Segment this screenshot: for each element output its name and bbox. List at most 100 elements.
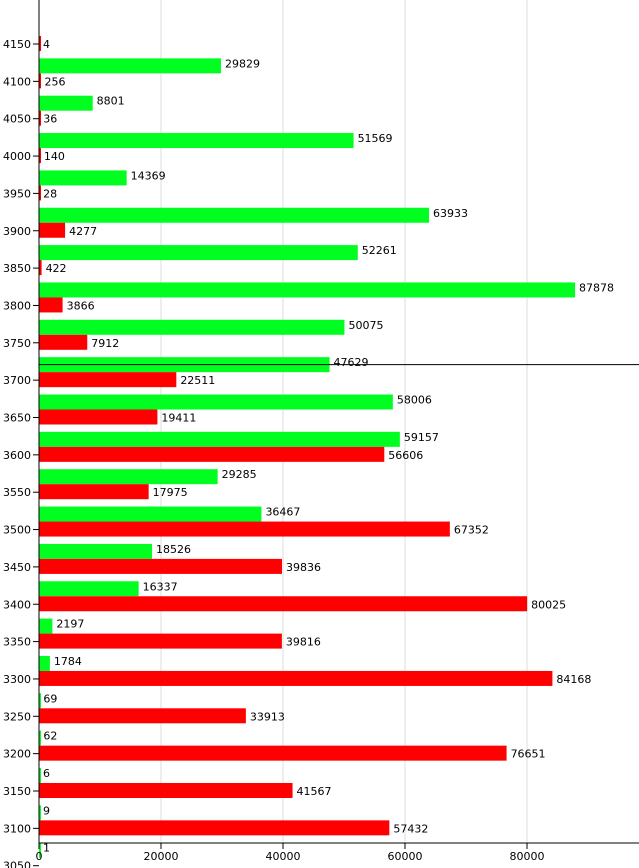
bar-red-3600 [39,446,385,462]
value-label-red-3800: 3866 [67,299,95,312]
y-tick-label-3500: 3500 [3,524,31,537]
bars [39,36,576,858]
bar-red-3750 [39,334,88,350]
y-tick-label-3100: 3100 [3,822,31,835]
bar-red-3300 [39,670,553,686]
value-label-green-3300: 1784 [54,655,82,668]
bar-green-3650 [39,394,393,410]
value-label-red-3300: 84168 [556,673,591,686]
bar-red-3550 [39,484,149,500]
y-tick-label-3300: 3300 [3,673,31,686]
y-tick-label-3650: 3650 [3,412,31,425]
bar-red-3950 [39,185,41,201]
value-label-red-3550: 17975 [153,486,188,499]
bar-red-3700 [39,372,177,388]
bar-green-3400 [39,581,139,597]
bar-green-3200 [39,730,41,746]
bar-green-3250 [39,693,41,709]
value-label-red-3250: 33913 [250,710,285,723]
y-tick-label-4150: 4150 [3,38,31,51]
value-label-green-4100: 29829 [225,57,260,70]
value-label-green-4050: 8801 [97,95,125,108]
y-tick-label-3150: 3150 [3,785,31,798]
value-label-red-3100: 57432 [393,822,428,835]
y-tick-label-4000: 4000 [3,150,31,163]
bar-red-3400 [39,596,528,612]
bar-red-3350 [39,633,282,649]
bar-red-4100 [39,73,41,89]
value-label-green-3050: 1 [43,842,50,855]
bar-red-3650 [39,409,158,425]
value-label-red-3850: 422 [46,262,67,275]
bar-red-3200 [39,745,507,761]
value-label-red-4100: 256 [45,75,66,88]
value-label-red-3400: 80025 [531,598,566,611]
value-label-green-3550: 29285 [222,468,257,481]
value-label-red-3600: 56606 [388,449,423,462]
bar-green-4100 [39,58,221,74]
bar-green-3750 [39,319,345,335]
y-tick-label-3350: 3350 [3,636,31,649]
bar-red-4000 [39,148,41,164]
bar-red-3500 [39,521,450,537]
y-axis: 4150 4100 4050 4000 3950 3900 3850 3800 3750 3700… [3,0,40,868]
value-label-green-3950: 14369 [131,169,166,182]
y-tick-label-4100: 4100 [3,75,31,88]
bar-red-3850 [39,260,42,276]
value-label-red-3350: 39816 [286,636,321,649]
x-tick-label-2: 40000 [266,850,301,863]
bar-red-4150 [39,36,41,51]
value-label-green-4000: 51569 [358,132,393,145]
y-tick-label-3750: 3750 [3,337,31,350]
bar-red-4050 [39,110,41,126]
value-label-red-3150: 41567 [297,785,332,798]
x-axis: 0 20000 40000 60000 80000 [36,842,639,863]
y-tick-label-3550: 3550 [3,486,31,499]
bar-green-3600 [39,431,400,447]
value-label-red-3500: 67352 [454,524,489,537]
value-label-green-3800: 87878 [579,281,614,294]
y-tick-label-3850: 3850 [3,262,31,275]
value-label-green-3100: 9 [43,804,50,817]
value-label-green-3500: 36467 [265,506,300,519]
value-label-green-3700: 47629 [334,356,369,369]
value-label-green-3750: 50075 [348,319,383,332]
bar-green-3800 [39,282,576,298]
bar-green-3300 [39,655,50,671]
value-label-green-3600: 59157 [404,431,439,444]
x-tick-label-3: 60000 [388,850,423,863]
value-label-red-3750: 7912 [91,337,119,350]
y-tick-label-3450: 3450 [3,561,31,574]
value-label-red-4150: 4 [43,38,50,51]
y-tick-label-3700: 3700 [3,374,31,387]
x-tick-label-0: 0 [36,850,43,863]
bar-green-3150 [39,768,41,783]
value-label-red-3900: 4277 [69,225,97,238]
value-label-green-3250: 69 [43,692,57,705]
bar-green-3450 [39,543,153,559]
bar-green-3850 [39,245,358,261]
bar-green-3950 [39,170,127,186]
value-label-green-3850: 52261 [362,244,397,257]
y-tick-label-3400: 3400 [3,598,31,611]
bar-green-3050 [39,842,41,858]
value-label-green-3450: 18526 [156,543,191,556]
bar-red-3250 [39,708,246,724]
value-label-red-3700: 22511 [180,374,215,387]
value-label-red-3650: 19411 [161,412,196,425]
value-label-red-4000: 140 [44,150,65,163]
value-label-green-3400: 16337 [143,580,178,593]
bar-red-3100 [39,820,390,836]
value-label-green-3150: 6 [43,767,50,780]
value-label-red-3950: 28 [43,187,57,200]
y-tick-label-3050: 3050 [3,860,31,868]
x-tick-label-4: 80000 [510,850,545,863]
value-label-green-3350: 2197 [56,618,84,631]
y-tick-label-3900: 3900 [3,225,31,238]
y-tick-label-3600: 3600 [3,449,31,462]
y-tick-label-4050: 4050 [3,113,31,126]
value-label-red-3450: 39836 [286,561,321,574]
x-tick-label-1: 20000 [144,850,179,863]
y-tick-label-3950: 3950 [3,187,31,200]
